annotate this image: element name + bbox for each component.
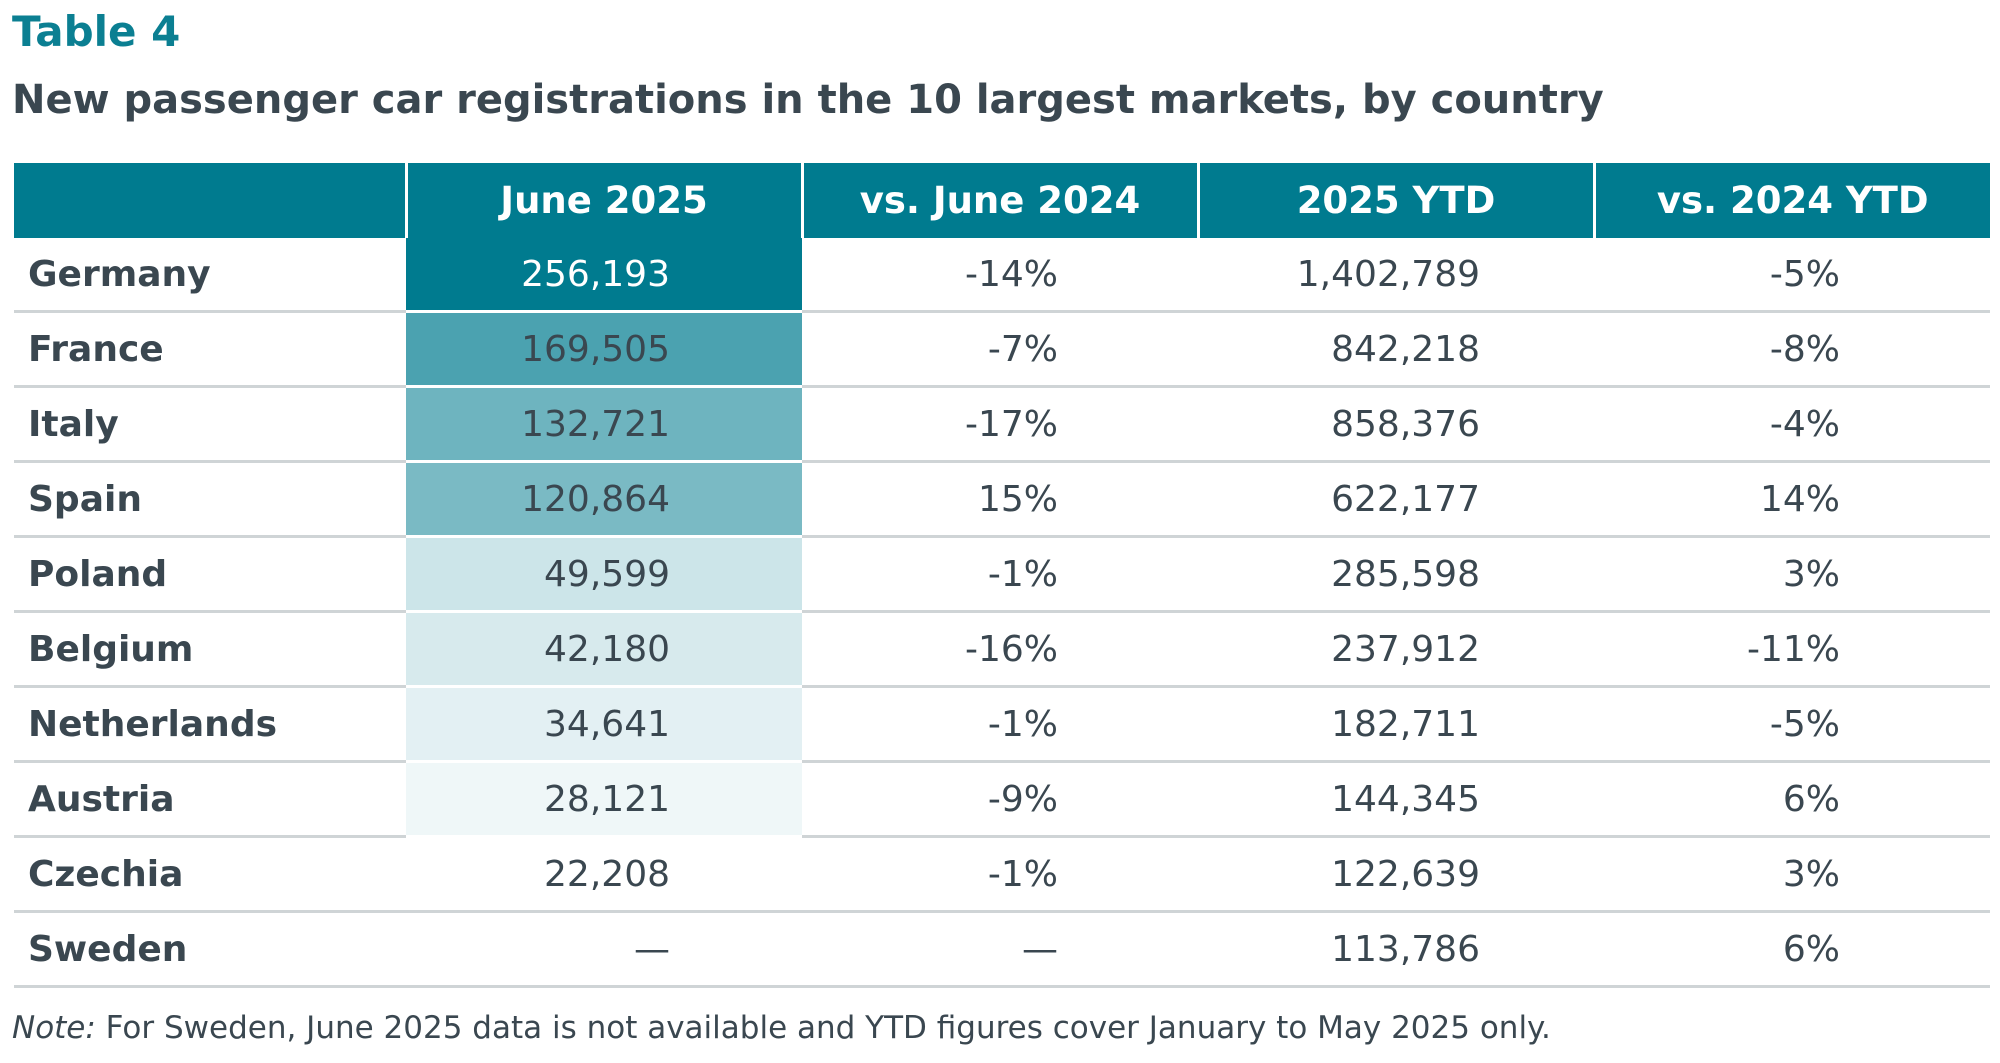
header-vs-june-2024: vs. June 2024 <box>800 163 1198 238</box>
country-cell: Poland <box>14 536 406 613</box>
country-cell: Austria <box>14 761 406 838</box>
country-cell: Sweden <box>14 911 406 988</box>
table-row: Poland 49,599 -1% 285,598 3% <box>14 536 1990 613</box>
ytd-2025-cell: 182,711 <box>1198 686 1594 763</box>
ytd-2025-cell: 1,402,789 <box>1198 238 1594 313</box>
table-row: Spain 120,864 15% 622,177 14% <box>14 461 1990 538</box>
table-row: Netherlands 34,641 -1% 182,711 -5% <box>14 686 1990 763</box>
vs-june-2024-cell: -16% <box>802 611 1198 688</box>
country-cell: Spain <box>14 461 406 538</box>
vs-june-2024-cell: — <box>802 911 1198 988</box>
vs-june-2024-cell: -17% <box>802 386 1198 463</box>
country-cell: Italy <box>14 386 406 463</box>
june-2025-cell: 28,121 <box>406 761 802 838</box>
country-cell: Germany <box>14 238 406 313</box>
country-cell: France <box>14 311 406 388</box>
june-2025-cell: 256,193 <box>406 238 802 313</box>
registrations-table: June 2025 vs. June 2024 2025 YTD vs. 202… <box>14 163 1990 988</box>
ytd-2025-cell: 237,912 <box>1198 611 1594 688</box>
june-2025-cell: — <box>406 911 802 988</box>
vs-ytd-2024-cell: 3% <box>1594 536 1990 613</box>
table-row: Czechia 22,208 -1% 122,639 3% <box>14 836 1990 913</box>
vs-june-2024-cell: -1% <box>802 836 1198 913</box>
june-2025-cell: 34,641 <box>406 686 802 763</box>
header-vs-2024-ytd: vs. 2024 YTD <box>1592 163 1990 238</box>
vs-june-2024-cell: 15% <box>802 461 1198 538</box>
header-june-2025: June 2025 <box>404 163 802 238</box>
table-row: Italy 132,721 -17% 858,376 -4% <box>14 386 1990 463</box>
table-row: France 169,505 -7% 842,218 -8% <box>14 311 1990 388</box>
header-country <box>14 163 406 238</box>
june-2025-cell: 49,599 <box>406 536 802 613</box>
june-2025-cell: 22,208 <box>406 836 802 913</box>
june-2025-cell: 132,721 <box>406 386 802 463</box>
vs-ytd-2024-cell: 14% <box>1594 461 1990 538</box>
vs-ytd-2024-cell: -5% <box>1594 238 1990 313</box>
ytd-2025-cell: 144,345 <box>1198 761 1594 838</box>
vs-ytd-2024-cell: -4% <box>1594 386 1990 463</box>
table-number: Table 4 <box>12 7 181 56</box>
header-row: June 2025 vs. June 2024 2025 YTD vs. 202… <box>14 163 1990 238</box>
vs-ytd-2024-cell: -5% <box>1594 686 1990 763</box>
june-2025-cell: 42,180 <box>406 611 802 688</box>
june-2025-cell: 120,864 <box>406 461 802 538</box>
table-title: New passenger car registrations in the 1… <box>12 77 1604 123</box>
table-row: Belgium 42,180 -16% 237,912 -11% <box>14 611 1990 688</box>
table-row: Sweden — —113,786 6% <box>14 911 1990 988</box>
table-body: Germany 256,193 -14% 1,402,789 -5% France 169,… <box>14 238 1990 988</box>
vs-ytd-2024-cell: 6% <box>1594 911 1990 988</box>
ytd-2025-cell: 113,786 <box>1198 911 1594 988</box>
country-cell: Netherlands <box>14 686 406 763</box>
vs-june-2024-cell: -7% <box>802 311 1198 388</box>
june-2025-cell: 169,505 <box>406 311 802 388</box>
ytd-2025-cell: 285,598 <box>1198 536 1594 613</box>
ytd-2025-cell: 622,177 <box>1198 461 1594 538</box>
table-row: Germany 256,193 -14% 1,402,789 -5% <box>14 238 1990 313</box>
header-2025-ytd: 2025 YTD <box>1196 163 1594 238</box>
table-row: Austria 28,121 -9% 144,345 6% <box>14 761 1990 838</box>
country-cell: Czechia <box>14 836 406 913</box>
vs-june-2024-cell: -1% <box>802 686 1198 763</box>
country-cell: Belgium <box>14 611 406 688</box>
note-text: For Sweden, June 2025 data is not availa… <box>95 1010 1551 1046</box>
vs-june-2024-cell: -9% <box>802 761 1198 838</box>
note-label: Note: <box>12 1010 96 1046</box>
table-header: June 2025 vs. June 2024 2025 YTD vs. 202… <box>14 163 1990 238</box>
vs-ytd-2024-cell: -8% <box>1594 311 1990 388</box>
footnote: Note: For Sweden, June 2025 data is not … <box>12 1006 1551 1050</box>
ytd-2025-cell: 858,376 <box>1198 386 1594 463</box>
vs-ytd-2024-cell: -11% <box>1594 611 1990 688</box>
ytd-2025-cell: 122,639 <box>1198 836 1594 913</box>
ytd-2025-cell: 842,218 <box>1198 311 1594 388</box>
vs-june-2024-cell: -1% <box>802 536 1198 613</box>
vs-ytd-2024-cell: 3% <box>1594 836 1990 913</box>
vs-june-2024-cell: -14% <box>802 238 1198 313</box>
vs-ytd-2024-cell: 6% <box>1594 761 1990 838</box>
